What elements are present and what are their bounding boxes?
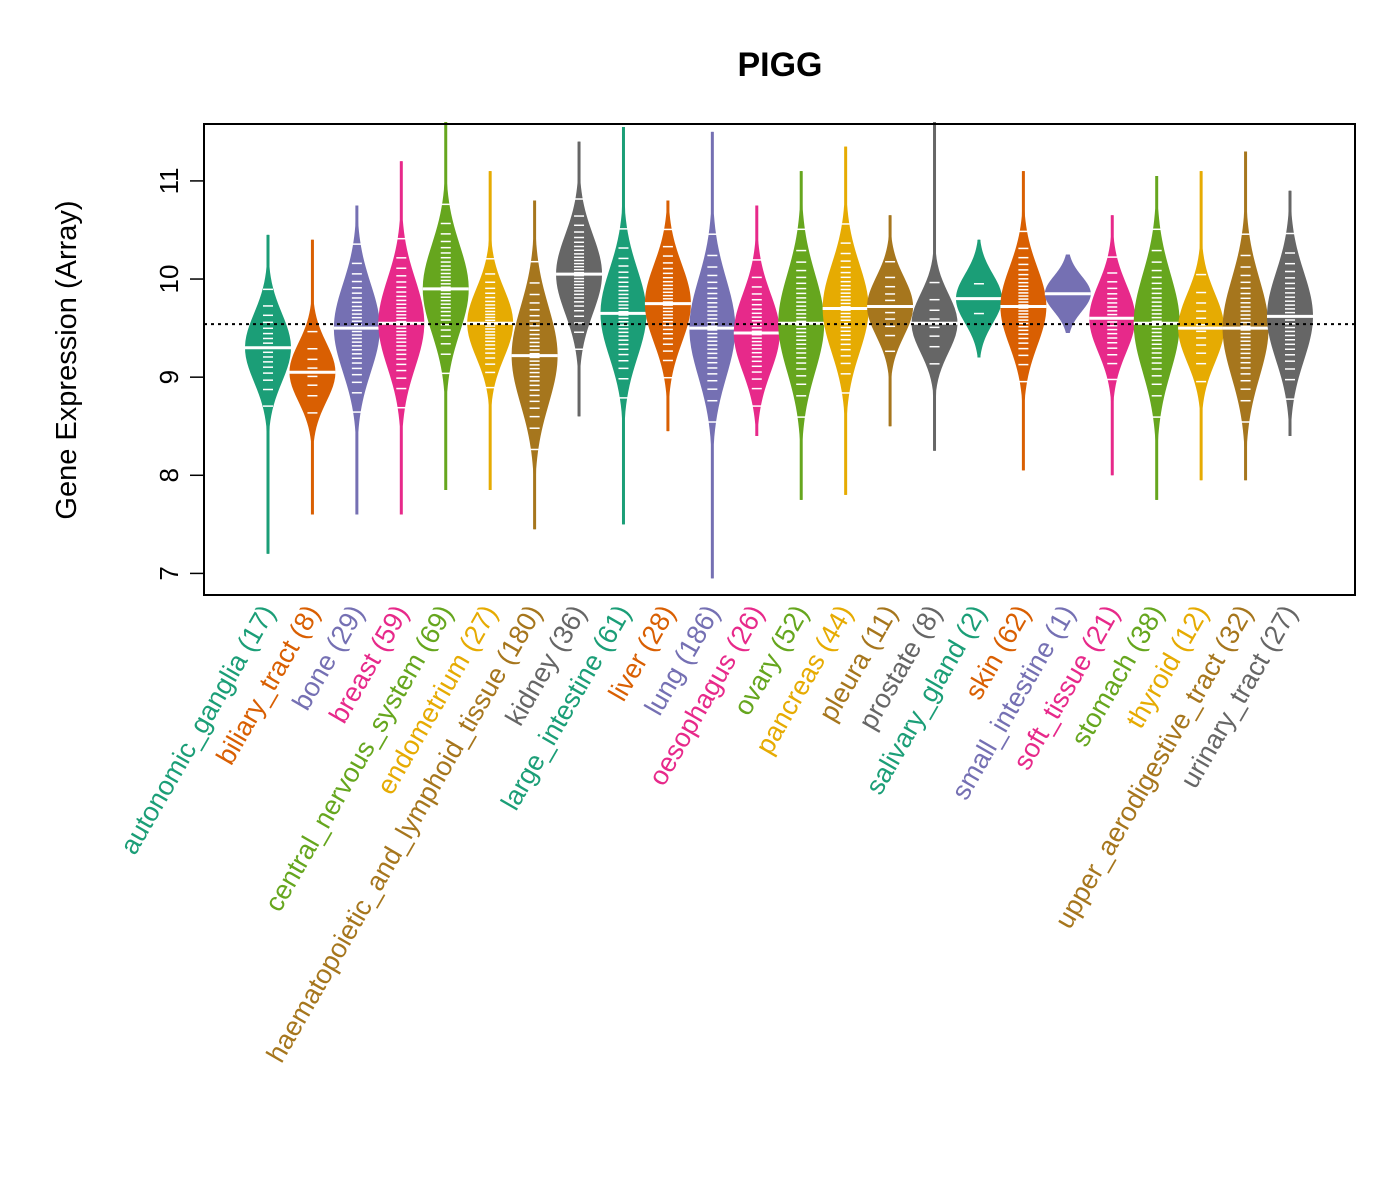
bean — [1133, 176, 1180, 500]
bean — [689, 131, 736, 579]
bean-density — [1178, 171, 1225, 481]
bean-density — [778, 171, 825, 500]
beans — [245, 122, 1313, 579]
bean — [822, 146, 869, 495]
bean — [955, 239, 1002, 358]
y-tick-label: 9 — [154, 370, 184, 384]
y-tick-label: 11 — [154, 167, 184, 194]
bean-density — [867, 215, 914, 427]
y-axis: 7 8 9 10 11 — [154, 167, 205, 581]
bean — [1267, 190, 1313, 437]
bean-density — [644, 200, 691, 432]
bean — [245, 234, 291, 554]
bean — [778, 171, 825, 500]
bean — [422, 122, 469, 491]
y-tick-label: 10 — [154, 265, 184, 294]
bean-density — [333, 205, 380, 515]
bean-density — [245, 234, 291, 554]
bean — [1089, 215, 1136, 476]
bean — [911, 122, 958, 451]
bean — [644, 200, 691, 432]
bean — [1222, 151, 1269, 481]
bean — [600, 126, 647, 525]
bean — [867, 215, 914, 427]
bean — [289, 239, 336, 515]
plot-frame — [203, 123, 1356, 596]
bean-density — [689, 131, 736, 579]
bean — [467, 171, 514, 491]
chart-title: PIGG — [737, 46, 822, 84]
bean-density — [1222, 151, 1269, 481]
bean — [1000, 171, 1047, 471]
bean-density — [1089, 215, 1136, 476]
bean — [511, 200, 558, 530]
bean-density — [1267, 190, 1313, 437]
bean — [733, 205, 780, 437]
y-tick-label: 7 — [154, 566, 184, 580]
bean-density — [467, 171, 514, 491]
y-axis-label: Gene Expression (Array) — [51, 200, 83, 519]
bean — [1044, 254, 1091, 334]
x-axis-labels: autonomic_ganglia (17)biliary_tract (8)b… — [114, 600, 1303, 1067]
bean — [333, 205, 380, 515]
bean — [556, 141, 603, 417]
y-tick-label: 8 — [154, 468, 184, 482]
bean-density — [422, 122, 469, 491]
bean-density — [1133, 176, 1180, 500]
bean — [378, 161, 425, 515]
bean-density — [911, 122, 958, 451]
bean — [1178, 171, 1225, 481]
